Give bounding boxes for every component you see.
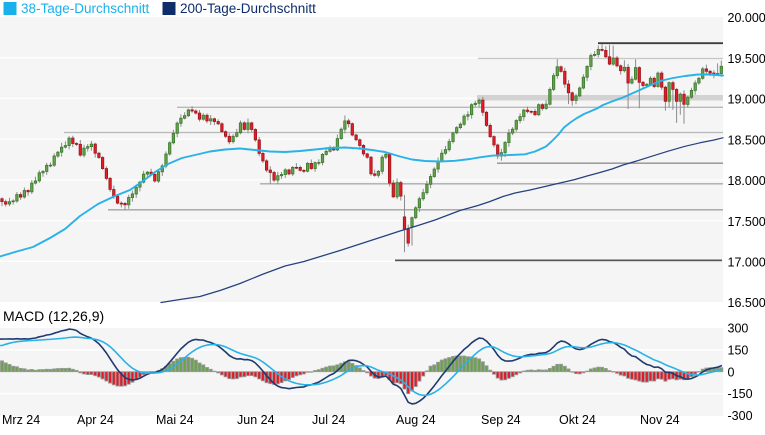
svg-text:18.000: 18.000 [728,174,765,188]
svg-text:19.500: 19.500 [728,52,765,66]
svg-text:Aug 24: Aug 24 [396,413,436,427]
svg-text:-150: -150 [728,387,753,401]
svg-text:Apr 24: Apr 24 [77,413,114,427]
svg-text:19.000: 19.000 [728,93,765,107]
svg-text:-300: -300 [728,409,753,423]
svg-text:38-Tage-Durchschnitt: 38-Tage-Durchschnitt [21,1,150,16]
svg-text:0: 0 [728,365,735,379]
svg-text:Jun 24: Jun 24 [237,413,275,427]
svg-text:Jul 24: Jul 24 [312,413,345,427]
svg-text:Mai 24: Mai 24 [156,413,194,427]
svg-text:MACD (12,26,9): MACD (12,26,9) [3,308,104,324]
svg-text:Mrz 24: Mrz 24 [2,413,40,427]
svg-text:17.000: 17.000 [728,256,765,270]
svg-text:17.500: 17.500 [728,215,765,229]
svg-text:Okt 24: Okt 24 [559,413,596,427]
svg-text:18.500: 18.500 [728,133,765,147]
svg-text:16.500: 16.500 [728,296,765,310]
svg-text:300: 300 [728,322,749,336]
svg-text:Sep 24: Sep 24 [481,413,521,427]
svg-text:200-Tage-Durchschnitt: 200-Tage-Durchschnitt [180,1,316,16]
svg-text:150: 150 [728,343,749,357]
svg-text:Nov 24: Nov 24 [640,413,680,427]
svg-text:20.000: 20.000 [728,11,765,25]
